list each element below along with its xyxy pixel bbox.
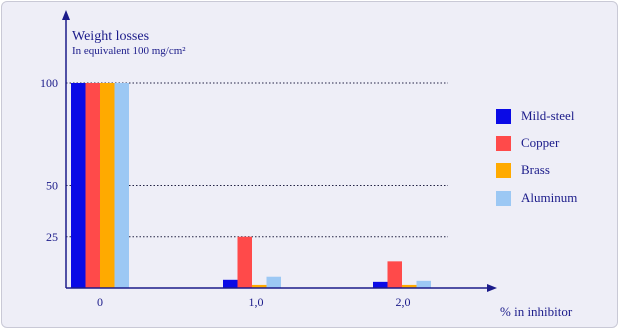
legend-swatch-copper [496,136,511,151]
bar-mild-steel-0 [71,83,86,288]
axes [62,10,497,292]
legend-label-aluminum: Aluminum [521,190,577,205]
bar-copper-0 [85,83,100,288]
y-axis-arrow [62,10,70,20]
bar-copper-2 [387,261,402,288]
bar-copper-1 [237,236,252,288]
chart-subtitle: In equivalent 100 mg/cm² [72,45,186,57]
y-tick-labels: 25 50 100 [40,76,58,244]
bar-aluminum-0 [114,83,129,288]
bar-mild-steel-2 [373,281,388,288]
bar-aluminum-1 [266,276,281,288]
legend-swatch-mild-steel [496,109,511,124]
legend: Mild-steel Copper Brass Aluminum [496,108,577,206]
legend-label-brass: Brass [521,162,550,177]
x-tick-labels: 0 1,0 2,0 [97,295,411,309]
bar-aluminum-2 [416,280,431,288]
y-tick-label: 25 [46,230,58,244]
bar-brass-2 [402,284,417,288]
bar-brass-0 [100,83,115,288]
bar-mild-steel-1 [223,279,238,288]
x-tick-label: 2,0 [396,295,411,309]
legend-swatch-aluminum [496,191,511,206]
y-tick-label: 50 [46,179,58,193]
legend-label-copper: Copper [521,135,560,150]
legend-swatch-brass [496,163,511,178]
bars [71,83,431,288]
bar-brass-1 [252,284,267,288]
y-tick-label: 100 [40,76,58,90]
x-axis-label: % in inhibitor [500,304,573,319]
grid-lines [66,82,448,238]
x-tick-label: 1,0 [249,295,264,309]
legend-label-mild-steel: Mild-steel [521,108,575,123]
chart-title: Weight losses [72,29,149,44]
x-axis-arrow [487,284,497,292]
x-tick-label: 0 [97,295,103,309]
